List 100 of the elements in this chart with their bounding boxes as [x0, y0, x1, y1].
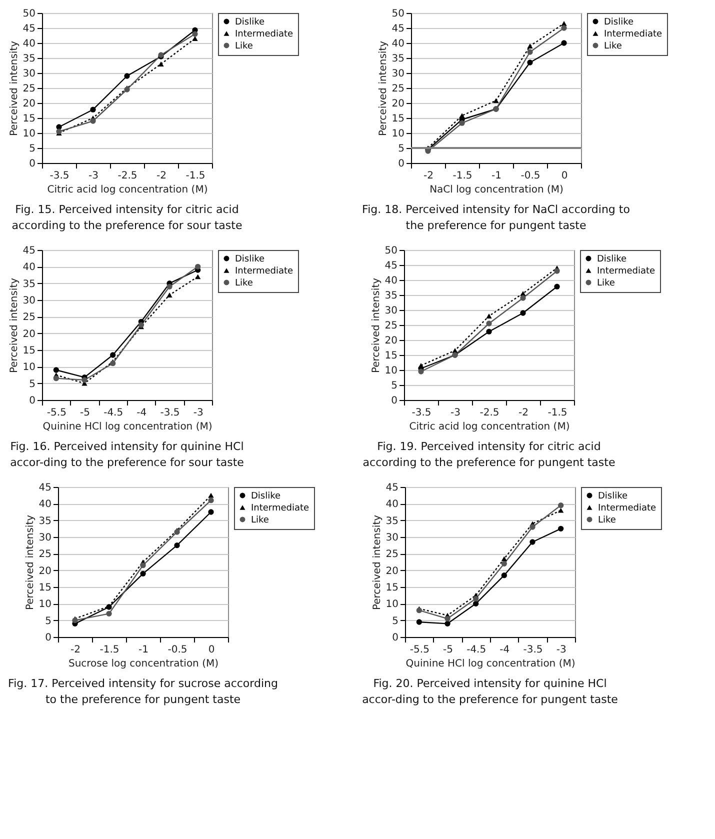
y-tick-label: 30: [384, 306, 398, 316]
x-tick-label: -5.5: [46, 408, 66, 418]
legend-label: Intermediate: [235, 30, 294, 40]
legend-label: Dislike: [251, 492, 282, 502]
x-axis-title: Sucrose log concentration (M): [68, 658, 219, 670]
y-tick-label: 50: [22, 8, 36, 20]
y-tick-label: 0: [392, 632, 398, 644]
y-axis-title: Perceived intensity: [24, 514, 36, 610]
y-tick-label: 25: [22, 84, 36, 94]
y-tick-label: 40: [392, 38, 404, 50]
y-tick-label: 0: [29, 158, 36, 170]
y-tick-label: 45: [38, 482, 52, 494]
y-axis-title: Perceived intensity: [8, 40, 20, 136]
y-tick-label: 5: [392, 616, 398, 627]
y-tick-label: 5: [29, 378, 36, 390]
x-tick-label: -1.5: [548, 408, 568, 418]
legend-label: Dislike: [235, 254, 266, 264]
y-axis-title: Perceived intensity: [370, 278, 382, 374]
y-tick-label: 35: [384, 290, 398, 302]
legend-label: Dislike: [598, 492, 628, 502]
x-tick-label: 0: [561, 170, 568, 182]
y-tick-label: 15: [22, 114, 36, 124]
x-tick-label: -1.5: [452, 170, 472, 182]
y-tick-label: 50: [384, 246, 398, 256]
y-tick-label: 30: [386, 532, 398, 544]
y-tick-label: 5: [398, 144, 404, 154]
y-tick-label: 40: [22, 38, 36, 50]
x-tick-label: -1: [492, 170, 502, 182]
x-tick-label: 0: [208, 644, 215, 656]
x-tick-label: -1: [138, 644, 148, 656]
x-tick-label: -4: [136, 408, 147, 418]
x-tick-label: -3: [193, 408, 204, 418]
x-tick-label: -3: [88, 170, 98, 182]
x-tick-label: -2.5: [118, 170, 138, 182]
y-tick-label: 20: [22, 98, 36, 110]
x-tick-label: -3: [556, 644, 566, 656]
caption: Fig. 16. Perceived intensity for quinine HCl accor-ding to the preference for sour taste: [10, 440, 244, 469]
x-tick-label: -4: [500, 644, 510, 656]
y-tick-label: 10: [38, 599, 52, 610]
y-tick-label: 15: [384, 350, 398, 362]
y-tick-label: 15: [22, 346, 36, 356]
y-tick-label: 20: [38, 566, 52, 577]
legend-label: Dislike: [235, 18, 266, 28]
y-tick-label: 20: [384, 336, 398, 346]
y-tick-label: 50: [392, 8, 404, 20]
x-tick-label: -2: [424, 170, 434, 182]
caption: Fig. 17. Perceived intensity for sucrose according to the preference for pungent taste: [8, 677, 278, 706]
x-tick-label: -3.5: [160, 408, 180, 418]
y-tick-label: 0: [29, 396, 36, 406]
y-tick-label: 0: [45, 632, 52, 644]
y-tick-label: 25: [392, 84, 404, 94]
y-tick-label: 25: [384, 320, 398, 332]
legend-label: Like: [597, 278, 616, 288]
x-tick-label: -5: [80, 408, 90, 418]
x-axis-title: Citric acid log concentration (M): [409, 422, 570, 432]
x-tick-label: -4.5: [104, 408, 124, 418]
legend-label: Dislike: [597, 254, 628, 264]
x-tick-label: -3.5: [50, 170, 70, 182]
y-tick-label: 30: [22, 68, 36, 80]
x-tick-label: -2.5: [480, 408, 500, 418]
x-tick-label: -2: [70, 644, 80, 656]
y-tick-label: 20: [392, 98, 404, 110]
caption: Fig. 20. Perceived intensity for quinine HCl accor-ding to the preference for pungent taste: [362, 677, 618, 706]
y-tick-label: 20: [22, 328, 36, 340]
legend-label: Intermediate: [251, 504, 310, 514]
y-tick-label: 30: [22, 296, 36, 306]
x-axis-title: Citric acid log concentration (M): [47, 184, 208, 196]
x-tick-label: -4.5: [466, 644, 486, 656]
legend-label: Dislike: [604, 18, 634, 28]
legend-label: Like: [251, 516, 270, 526]
y-tick-label: 45: [22, 24, 36, 34]
x-tick-label: -2: [156, 170, 166, 182]
y-tick-label: 40: [22, 262, 36, 274]
y-tick-label: 35: [22, 54, 36, 64]
y-tick-label: 35: [22, 278, 36, 290]
y-tick-label: 15: [392, 114, 404, 124]
y-tick-label: 30: [38, 532, 52, 544]
y-tick-label: 35: [392, 54, 404, 64]
y-tick-label: 30: [392, 68, 404, 80]
y-tick-label: 15: [38, 582, 52, 594]
x-tick-label: -0.5: [168, 644, 188, 656]
legend-label: Like: [235, 278, 254, 288]
y-tick-label: 0: [398, 158, 404, 170]
caption: Fig. 18. Perceived intensity for NaCl according to the preference for pungent taste: [362, 203, 630, 232]
legend-label: Intermediate: [597, 266, 656, 276]
x-tick-label: -1.5: [100, 644, 120, 656]
y-tick-label: 25: [38, 549, 52, 560]
x-tick-label: -3.5: [412, 408, 432, 418]
legend-label: Intermediate: [604, 30, 663, 40]
y-tick-label: 35: [38, 516, 52, 527]
x-tick-label: -5.5: [410, 644, 430, 656]
y-tick-label: 45: [384, 260, 398, 272]
x-axis-title: Quinine HCl log concentration (M): [42, 422, 212, 432]
x-axis-title: NaCl log concentration (M): [430, 184, 564, 196]
y-tick-label: 10: [392, 128, 404, 140]
y-tick-label: 40: [38, 499, 52, 510]
y-tick-label: 45: [392, 24, 404, 34]
y-tick-label: 25: [22, 312, 36, 324]
caption: Fig. 19. Perceived intensity for citric acid according to the preference for pungent taste: [362, 440, 616, 469]
y-axis-title: Perceived intensity: [8, 278, 20, 374]
